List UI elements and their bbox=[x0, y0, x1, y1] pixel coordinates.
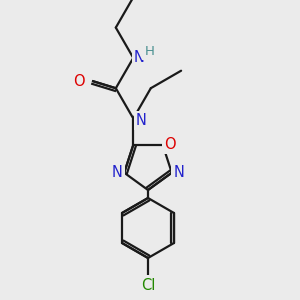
Text: H: H bbox=[144, 45, 154, 58]
Text: N: N bbox=[112, 165, 123, 180]
Text: Cl: Cl bbox=[141, 278, 155, 292]
Text: N: N bbox=[134, 50, 145, 65]
Text: N: N bbox=[173, 165, 184, 180]
Text: O: O bbox=[164, 137, 176, 152]
Text: N: N bbox=[136, 113, 147, 128]
Text: O: O bbox=[74, 74, 85, 89]
